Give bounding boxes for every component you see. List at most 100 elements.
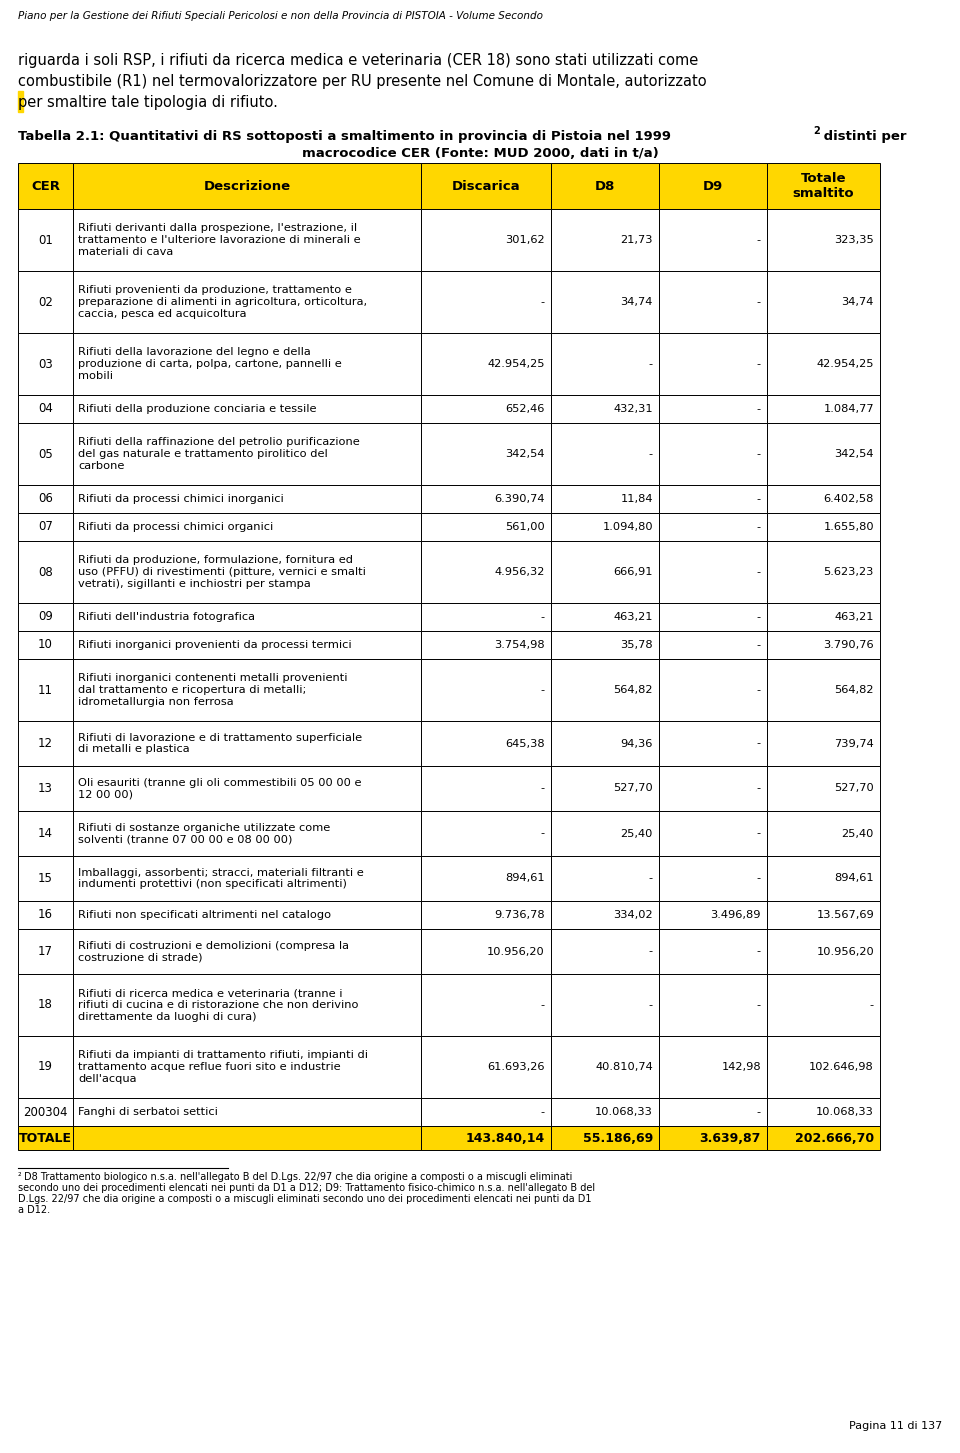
Text: -: - — [756, 1000, 761, 1010]
Text: distinti per: distinti per — [819, 129, 906, 142]
Text: -: - — [540, 684, 545, 695]
Text: Rifiuti della lavorazione del legno e della
produzione di carta, polpa, cartone,: Rifiuti della lavorazione del legno e de… — [78, 347, 342, 381]
Text: Totale
smaltito: Totale smaltito — [793, 171, 854, 201]
Bar — [767, 1036, 880, 1098]
Bar — [659, 485, 767, 513]
Text: 42.954,25: 42.954,25 — [488, 359, 545, 369]
Bar — [421, 272, 551, 333]
Bar — [421, 1036, 551, 1098]
Bar — [73, 333, 421, 395]
Text: Rifiuti inorganici contenenti metalli provenienti
dal trattamento e ricopertura : Rifiuti inorganici contenenti metalli pr… — [78, 673, 348, 706]
Bar — [421, 209, 551, 272]
Bar — [659, 1036, 767, 1098]
Text: 09: 09 — [38, 610, 53, 623]
Bar — [767, 974, 880, 1036]
Bar — [421, 901, 551, 928]
Text: Discarica: Discarica — [452, 180, 520, 192]
Text: 894,61: 894,61 — [834, 873, 874, 883]
Bar — [659, 395, 767, 423]
Bar — [551, 541, 659, 603]
Bar — [767, 856, 880, 901]
Bar — [767, 485, 880, 513]
Bar — [551, 485, 659, 513]
Text: 323,35: 323,35 — [834, 235, 874, 246]
Bar — [18, 423, 73, 485]
Bar — [421, 766, 551, 811]
Text: Rifiuti di sostanze organiche utilizzate come
solventi (tranne 07 00 00 e 08 00 : Rifiuti di sostanze organiche utilizzate… — [78, 822, 330, 844]
Text: Imballaggi, assorbenti; stracci, materiali filtranti e
indumenti protettivi (non: Imballaggi, assorbenti; stracci, materia… — [78, 867, 364, 889]
Text: 202.666,70: 202.666,70 — [795, 1132, 874, 1145]
Bar — [659, 811, 767, 856]
Bar — [73, 485, 421, 513]
Text: 12: 12 — [38, 737, 53, 750]
Bar — [73, 272, 421, 333]
Bar — [659, 856, 767, 901]
Text: 6.402,58: 6.402,58 — [824, 494, 874, 504]
Text: Fanghi di serbatoi settici: Fanghi di serbatoi settici — [78, 1107, 218, 1117]
Bar — [18, 272, 73, 333]
Bar — [18, 1098, 73, 1126]
Text: -: - — [540, 612, 545, 622]
Bar — [551, 395, 659, 423]
Bar — [421, 811, 551, 856]
Bar — [659, 272, 767, 333]
Bar — [421, 163, 551, 209]
Bar — [18, 721, 73, 766]
Text: 142,98: 142,98 — [721, 1062, 761, 1072]
Text: 1.094,80: 1.094,80 — [602, 522, 653, 532]
Bar — [18, 395, 73, 423]
Text: -: - — [540, 296, 545, 307]
Bar — [421, 333, 551, 395]
Text: 1.655,80: 1.655,80 — [824, 522, 874, 532]
Bar — [73, 513, 421, 541]
Text: 15: 15 — [38, 872, 53, 885]
Bar — [767, 721, 880, 766]
Text: -: - — [756, 1107, 761, 1117]
Bar — [659, 423, 767, 485]
Text: 34,74: 34,74 — [620, 296, 653, 307]
Text: -: - — [756, 873, 761, 883]
Text: CER: CER — [31, 180, 60, 192]
Text: 06: 06 — [38, 493, 53, 506]
Bar — [421, 631, 551, 660]
Text: 03: 03 — [38, 357, 53, 371]
Bar — [18, 1126, 73, 1149]
Bar — [767, 660, 880, 721]
Bar — [659, 209, 767, 272]
Text: Piano per la Gestione dei Rifiuti Speciali Pericolosi e non della Provincia di P: Piano per la Gestione dei Rifiuti Specia… — [18, 12, 543, 20]
Bar — [18, 92, 23, 112]
Bar — [767, 766, 880, 811]
Bar — [551, 974, 659, 1036]
Text: 18: 18 — [38, 998, 53, 1011]
Bar — [73, 1126, 421, 1149]
Bar — [421, 1098, 551, 1126]
Bar — [659, 1098, 767, 1126]
Text: 5.623,23: 5.623,23 — [824, 567, 874, 577]
Text: -: - — [756, 612, 761, 622]
Text: -: - — [756, 828, 761, 838]
Text: 11: 11 — [38, 683, 53, 696]
Bar — [73, 901, 421, 928]
Text: 4.956,32: 4.956,32 — [494, 567, 545, 577]
Text: Rifiuti da impianti di trattamento rifiuti, impianti di
trattamento acque reflue: Rifiuti da impianti di trattamento rifiu… — [78, 1051, 368, 1084]
Text: -: - — [649, 873, 653, 883]
Text: -: - — [540, 1107, 545, 1117]
Bar — [73, 541, 421, 603]
Bar — [551, 423, 659, 485]
Text: Rifiuti da processi chimici organici: Rifiuti da processi chimici organici — [78, 522, 274, 532]
Text: Rifiuti non specificati altrimenti nel catalogo: Rifiuti non specificati altrimenti nel c… — [78, 910, 331, 920]
Bar — [659, 631, 767, 660]
Bar — [551, 163, 659, 209]
Bar — [551, 333, 659, 395]
Text: -: - — [756, 235, 761, 246]
Bar — [421, 974, 551, 1036]
Text: -: - — [756, 296, 761, 307]
Bar — [659, 333, 767, 395]
Text: 08: 08 — [38, 565, 53, 578]
Bar — [551, 272, 659, 333]
Bar — [767, 333, 880, 395]
Text: -: - — [649, 449, 653, 459]
Bar — [659, 721, 767, 766]
Bar — [421, 395, 551, 423]
Bar — [73, 928, 421, 974]
